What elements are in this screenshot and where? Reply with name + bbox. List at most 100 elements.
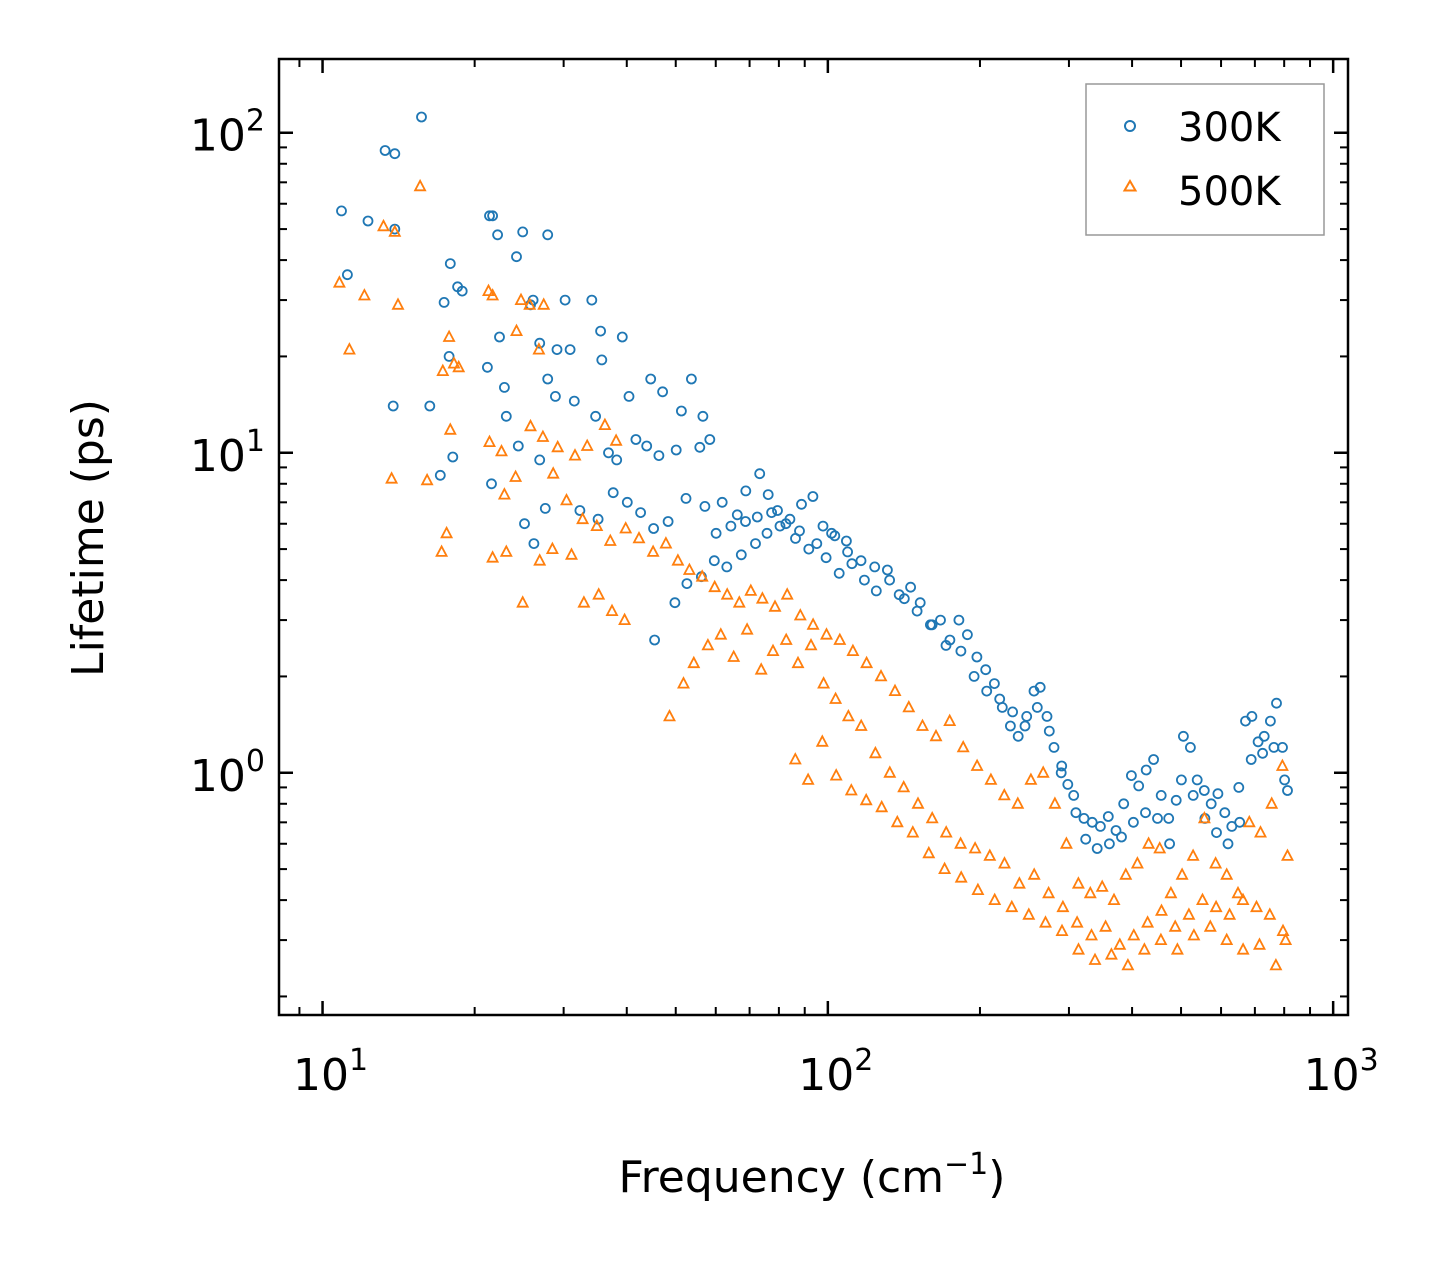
point-300k [1019, 720, 1031, 732]
point-500k [577, 595, 591, 608]
point-300k [447, 451, 459, 463]
minor-ticks [279, 59, 1348, 1015]
point-300k [1031, 702, 1043, 713]
point-300k [635, 507, 646, 518]
point-500k [560, 492, 573, 506]
point-500k [708, 579, 722, 593]
point-300k [803, 543, 815, 555]
point-300k [1163, 813, 1175, 824]
point-500k [1085, 928, 1098, 941]
point-300k [657, 386, 668, 398]
point-500k [1187, 928, 1201, 941]
point-300k [780, 518, 792, 530]
point-300k [754, 468, 766, 480]
point-500k [804, 637, 818, 651]
point-300k [539, 502, 551, 514]
point-500k [988, 892, 1002, 905]
point-300k [859, 574, 870, 586]
point-300k [641, 440, 653, 452]
point-300k [486, 478, 497, 490]
point-500k [1275, 758, 1289, 771]
point-300k [1056, 760, 1068, 772]
point-300k [1205, 798, 1217, 810]
point-300k [1126, 770, 1137, 781]
point-300k [1095, 821, 1106, 832]
point-500k [1121, 957, 1135, 971]
point-500k [1055, 923, 1069, 936]
point-500k [744, 583, 758, 596]
point-500k [1056, 899, 1070, 913]
point-500k [605, 603, 619, 616]
point-500k [890, 814, 904, 828]
point-500k [1253, 937, 1266, 950]
point-300k [1265, 715, 1276, 727]
point-300k [1055, 767, 1067, 779]
point-300k [1021, 711, 1033, 722]
point-500k [598, 417, 612, 431]
point-300k [387, 400, 399, 412]
point-300k [1005, 720, 1016, 732]
point-300k [550, 390, 561, 402]
point-500k [609, 433, 623, 446]
point-300k [542, 229, 554, 241]
point-500k [1242, 814, 1256, 828]
point-300k [528, 538, 540, 549]
point-500k [1011, 796, 1025, 809]
point-500k [1005, 899, 1019, 913]
point-500k [888, 683, 902, 696]
point-300k [676, 405, 687, 417]
point-300k [794, 525, 805, 537]
point-300k [710, 527, 722, 539]
point-500k [568, 448, 582, 461]
point-500k [1236, 942, 1250, 955]
point-300k [855, 555, 867, 567]
point-500k [874, 668, 888, 682]
point-300k [926, 619, 938, 631]
point-500k [1107, 892, 1121, 905]
point-300k [1211, 827, 1222, 838]
point-500k [1024, 772, 1038, 785]
point-500k [1042, 885, 1056, 899]
point-500k [1231, 885, 1245, 899]
point-300k [704, 434, 716, 445]
point-300k [1041, 711, 1053, 722]
point-500k [1197, 810, 1211, 824]
point-300k [1258, 730, 1270, 742]
point-500k [829, 691, 843, 704]
point-500k [1168, 919, 1182, 932]
point-500k [939, 825, 953, 838]
point-300k [1068, 790, 1080, 801]
point-500k [532, 342, 546, 355]
point-300k [1268, 742, 1280, 753]
point-300k [568, 395, 580, 407]
point-500k [943, 713, 957, 726]
point-300k [1007, 706, 1018, 718]
point-300k [500, 410, 512, 422]
point-500k [954, 836, 968, 849]
point-300k [1185, 742, 1196, 753]
point-500k [806, 617, 820, 630]
point-300k [898, 593, 910, 605]
point-500k [1012, 876, 1026, 889]
point-300k [820, 552, 832, 564]
point-300k [1080, 833, 1092, 845]
point-500k [486, 288, 500, 301]
point-500k [983, 848, 997, 861]
point-300k [686, 373, 697, 385]
point-300k [1155, 790, 1167, 801]
point-500k [844, 783, 858, 796]
point-300k [1246, 711, 1258, 722]
point-300k [708, 555, 720, 567]
point-300k [870, 585, 882, 597]
point-500k [447, 356, 461, 369]
point-500k [971, 882, 985, 895]
point-300k [1152, 813, 1163, 824]
point-300k [1282, 785, 1293, 796]
point-500k [1119, 867, 1133, 880]
point-500k [482, 283, 495, 297]
point-300k [603, 447, 614, 459]
point-500k [854, 718, 868, 731]
point-300k [1104, 838, 1115, 850]
point-500k [720, 587, 734, 600]
